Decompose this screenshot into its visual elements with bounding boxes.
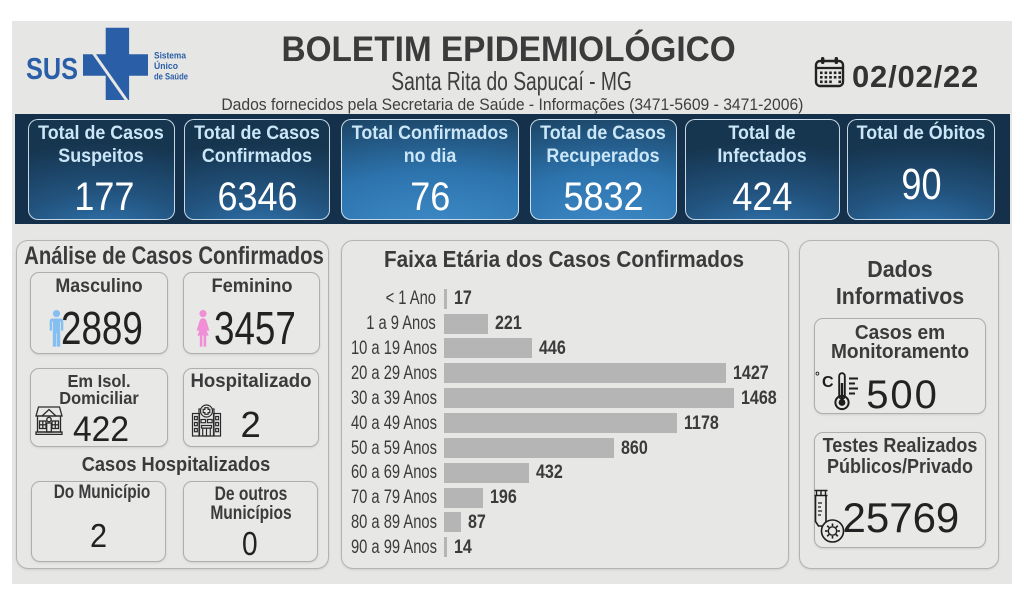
svg-text:Sistema: Sistema [154,51,187,61]
svg-text:de Saúde: de Saúde [154,72,188,82]
svg-text:C: C [822,374,834,391]
svg-text:SUS: SUS [26,51,78,86]
svg-text:°: ° [815,369,820,383]
svg-text:Único: Único [154,60,178,71]
